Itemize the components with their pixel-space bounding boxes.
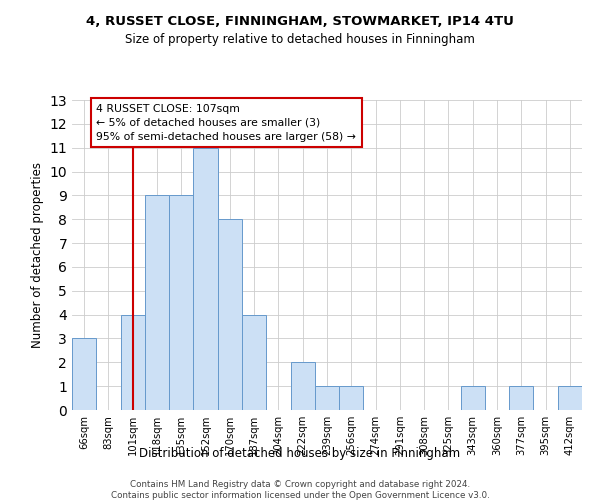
Bar: [121, 314, 145, 410]
Bar: [461, 386, 485, 410]
Bar: [145, 196, 169, 410]
Bar: [169, 196, 193, 410]
Text: 4, RUSSET CLOSE, FINNINGHAM, STOWMARKET, IP14 4TU: 4, RUSSET CLOSE, FINNINGHAM, STOWMARKET,…: [86, 15, 514, 28]
Text: 4 RUSSET CLOSE: 107sqm
← 5% of detached houses are smaller (3)
95% of semi-detac: 4 RUSSET CLOSE: 107sqm ← 5% of detached …: [96, 104, 356, 142]
Text: Contains public sector information licensed under the Open Government Licence v3: Contains public sector information licen…: [110, 491, 490, 500]
Bar: [242, 314, 266, 410]
Text: Distribution of detached houses by size in Finningham: Distribution of detached houses by size …: [139, 448, 461, 460]
Y-axis label: Number of detached properties: Number of detached properties: [31, 162, 44, 348]
Bar: [315, 386, 339, 410]
Bar: [218, 219, 242, 410]
Bar: [72, 338, 96, 410]
Text: Contains HM Land Registry data © Crown copyright and database right 2024.: Contains HM Land Registry data © Crown c…: [130, 480, 470, 489]
Bar: [558, 386, 582, 410]
Bar: [339, 386, 364, 410]
Bar: [509, 386, 533, 410]
Bar: [193, 148, 218, 410]
Text: Size of property relative to detached houses in Finningham: Size of property relative to detached ho…: [125, 32, 475, 46]
Bar: [290, 362, 315, 410]
